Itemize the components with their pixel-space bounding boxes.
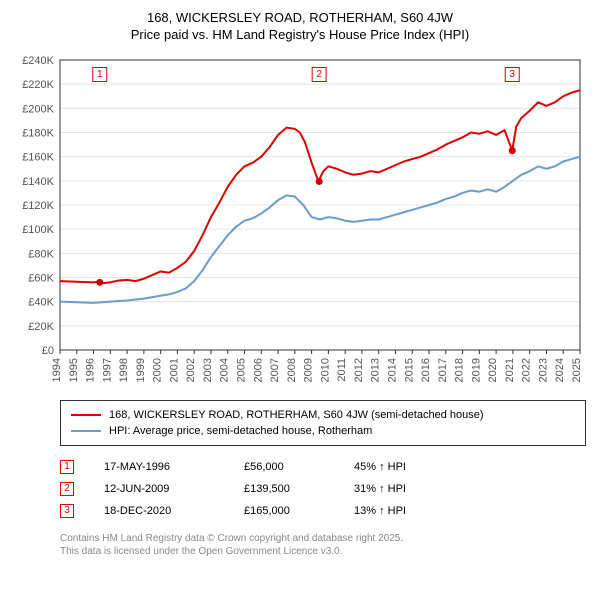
transaction-marker: 3 bbox=[60, 504, 74, 518]
legend-label: HPI: Average price, semi-detached house,… bbox=[109, 425, 372, 437]
transaction-marker: 2 bbox=[60, 482, 74, 496]
svg-text:2016: 2016 bbox=[420, 358, 432, 382]
svg-text:2005: 2005 bbox=[236, 358, 248, 382]
svg-text:2012: 2012 bbox=[353, 358, 365, 382]
svg-text:2: 2 bbox=[316, 69, 322, 80]
svg-text:£60K: £60K bbox=[28, 272, 54, 284]
legend: 168, WICKERSLEY ROAD, ROTHERHAM, S60 4JW… bbox=[60, 400, 586, 446]
svg-text:£220K: £220K bbox=[22, 79, 54, 91]
footer-line-2: This data is licensed under the Open Gov… bbox=[60, 545, 586, 558]
svg-text:1999: 1999 bbox=[135, 358, 147, 382]
svg-text:£80K: £80K bbox=[28, 248, 54, 260]
svg-text:2000: 2000 bbox=[152, 358, 164, 382]
title-line-1: 168, WICKERSLEY ROAD, ROTHERHAM, S60 4JW bbox=[10, 10, 590, 27]
svg-text:3: 3 bbox=[509, 69, 515, 80]
svg-text:2018: 2018 bbox=[454, 358, 466, 382]
chart-title: 168, WICKERSLEY ROAD, ROTHERHAM, S60 4JW… bbox=[10, 10, 590, 44]
transaction-hpi: 45% ↑ HPI bbox=[354, 461, 454, 473]
legend-swatch bbox=[71, 414, 101, 416]
svg-text:2023: 2023 bbox=[537, 358, 549, 382]
svg-text:2019: 2019 bbox=[470, 358, 482, 382]
svg-text:1998: 1998 bbox=[118, 358, 130, 382]
svg-text:£160K: £160K bbox=[22, 151, 54, 163]
svg-text:2006: 2006 bbox=[252, 358, 264, 382]
footer-attribution: Contains HM Land Registry data © Crown c… bbox=[60, 532, 586, 558]
svg-text:1: 1 bbox=[97, 69, 103, 80]
legend-label: 168, WICKERSLEY ROAD, ROTHERHAM, S60 4JW… bbox=[109, 409, 484, 421]
footer-line-1: Contains HM Land Registry data © Crown c… bbox=[60, 532, 586, 545]
transaction-row: 3 18-DEC-2020 £165,000 13% ↑ HPI bbox=[60, 500, 586, 522]
svg-text:£240K: £240K bbox=[22, 55, 54, 67]
transaction-price: £56,000 bbox=[244, 461, 324, 473]
title-line-2: Price paid vs. HM Land Registry's House … bbox=[10, 27, 590, 44]
legend-item: 168, WICKERSLEY ROAD, ROTHERHAM, S60 4JW… bbox=[71, 407, 575, 423]
svg-text:£200K: £200K bbox=[22, 103, 54, 115]
svg-text:2022: 2022 bbox=[521, 358, 533, 382]
svg-text:£0: £0 bbox=[42, 345, 54, 357]
svg-text:2004: 2004 bbox=[219, 358, 231, 382]
svg-text:2015: 2015 bbox=[403, 358, 415, 382]
svg-text:2009: 2009 bbox=[303, 358, 315, 382]
transaction-date: 17-MAY-1996 bbox=[104, 461, 214, 473]
svg-text:2020: 2020 bbox=[487, 358, 499, 382]
svg-text:1994: 1994 bbox=[51, 358, 63, 382]
transaction-date: 18-DEC-2020 bbox=[104, 505, 214, 517]
svg-text:2014: 2014 bbox=[386, 358, 398, 382]
transaction-price: £165,000 bbox=[244, 505, 324, 517]
transaction-price: £139,500 bbox=[244, 483, 324, 495]
transaction-table: 1 17-MAY-1996 £56,000 45% ↑ HPI 2 12-JUN-2009… bbox=[60, 456, 586, 522]
svg-text:£100K: £100K bbox=[22, 224, 54, 236]
svg-text:2017: 2017 bbox=[437, 358, 449, 382]
chart-area: £0 £20K £40K £60K £80K £100K £120K £140K £160K £1… bbox=[10, 50, 590, 390]
transaction-row: 1 17-MAY-1996 £56,000 45% ↑ HPI bbox=[60, 456, 586, 478]
svg-text:£180K: £180K bbox=[22, 127, 54, 139]
svg-text:2010: 2010 bbox=[319, 358, 331, 382]
svg-text:£120K: £120K bbox=[22, 200, 54, 212]
svg-text:1997: 1997 bbox=[101, 358, 113, 382]
svg-text:1995: 1995 bbox=[68, 358, 80, 382]
svg-text:2024: 2024 bbox=[554, 358, 566, 382]
svg-text:2007: 2007 bbox=[269, 358, 281, 382]
svg-text:£40K: £40K bbox=[28, 296, 54, 308]
transaction-hpi: 13% ↑ HPI bbox=[354, 505, 454, 517]
transaction-marker: 1 bbox=[60, 460, 74, 474]
svg-text:2001: 2001 bbox=[168, 358, 180, 382]
legend-swatch bbox=[71, 430, 101, 432]
svg-text:2013: 2013 bbox=[370, 358, 382, 382]
transaction-hpi: 31% ↑ HPI bbox=[354, 483, 454, 495]
line-chart-svg: £0 £20K £40K £60K £80K £100K £120K £140K £160K £1… bbox=[10, 50, 590, 390]
legend-item: HPI: Average price, semi-detached house,… bbox=[71, 423, 575, 439]
svg-text:2008: 2008 bbox=[286, 358, 298, 382]
svg-text:2021: 2021 bbox=[504, 358, 516, 382]
svg-text:£20K: £20K bbox=[28, 321, 54, 333]
svg-text:2011: 2011 bbox=[336, 358, 348, 382]
svg-text:2025: 2025 bbox=[571, 358, 583, 382]
transaction-date: 12-JUN-2009 bbox=[104, 483, 214, 495]
svg-text:2002: 2002 bbox=[185, 358, 197, 382]
chart-container: 168, WICKERSLEY ROAD, ROTHERHAM, S60 4JW… bbox=[0, 0, 600, 568]
transaction-row: 2 12-JUN-2009 £139,500 31% ↑ HPI bbox=[60, 478, 586, 500]
svg-text:£140K: £140K bbox=[22, 176, 54, 188]
svg-text:2003: 2003 bbox=[202, 358, 214, 382]
svg-text:1996: 1996 bbox=[85, 358, 97, 382]
